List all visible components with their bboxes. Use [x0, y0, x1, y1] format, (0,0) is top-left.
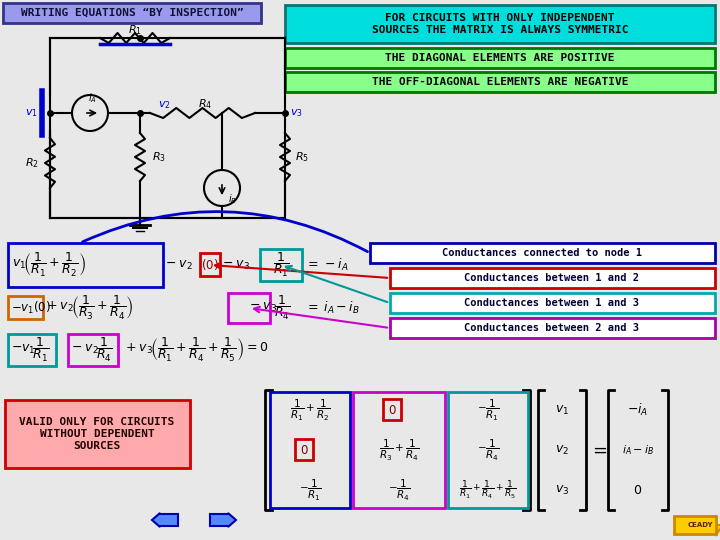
Bar: [68, 334, 118, 366]
Text: $R_1$: $R_1$: [128, 23, 142, 37]
Text: $R_2$: $R_2$: [25, 156, 39, 170]
Bar: [448, 392, 528, 508]
Text: $-i_A$: $-i_A$: [627, 402, 649, 418]
Bar: [5, 400, 190, 468]
Text: $(0)$: $(0)$: [201, 258, 219, 273]
Text: $0$: $0$: [387, 403, 396, 416]
Bar: [8, 334, 56, 366]
Text: $-v_1\!\dfrac{1}{R_1}$: $-v_1\!\dfrac{1}{R_1}$: [11, 336, 50, 364]
Bar: [3, 3, 261, 23]
Text: $-\;v_3$: $-\;v_3$: [222, 259, 250, 272]
Text: $+\;v_3\!\left(\dfrac{1}{R_1}+\dfrac{1}{R_4}+\dfrac{1}{R_5}\right)=0$: $+\;v_3\!\left(\dfrac{1}{R_1}+\dfrac{1}{…: [125, 336, 268, 364]
Bar: [390, 293, 715, 313]
FancyArrow shape: [210, 513, 236, 527]
Text: $\dfrac{1}{R_1}+\dfrac{1}{R_4}+\dfrac{1}{R_5}$: $\dfrac{1}{R_1}+\dfrac{1}{R_4}+\dfrac{1}…: [459, 479, 517, 501]
Bar: [390, 318, 715, 338]
Text: $i_A$: $i_A$: [88, 91, 97, 105]
Text: WRITING EQUATIONS “BY INSPECTION”: WRITING EQUATIONS “BY INSPECTION”: [21, 8, 243, 18]
Text: $\dfrac{1}{R_1}+\dfrac{1}{R_2}$: $\dfrac{1}{R_1}+\dfrac{1}{R_2}$: [290, 397, 330, 422]
Text: $R_3$: $R_3$: [152, 150, 166, 164]
Text: $\dfrac{1}{R_3}+\dfrac{1}{R_4}$: $\dfrac{1}{R_3}+\dfrac{1}{R_4}$: [379, 437, 419, 463]
Bar: [285, 48, 715, 68]
Text: $-\;v_2$: $-\;v_2$: [165, 259, 193, 272]
FancyArrow shape: [152, 513, 178, 527]
Text: FOR CIRCUITS WITH ONLY INDEPENDENT
SOURCES THE MATRIX IS ALWAYS SYMMETRIC: FOR CIRCUITS WITH ONLY INDEPENDENT SOURC…: [372, 13, 629, 35]
Text: $-v_1(0)$: $-v_1(0)$: [11, 300, 51, 316]
Text: $v_2$: $v_2$: [158, 99, 171, 111]
FancyArrow shape: [709, 525, 720, 535]
Text: $+\;v_2\!\left(\dfrac{1}{R_3}+\dfrac{1}{R_4}\right)$: $+\;v_2\!\left(\dfrac{1}{R_3}+\dfrac{1}{…: [46, 294, 134, 322]
Text: CEADY: CEADY: [688, 522, 714, 528]
Text: $v_1$: $v_1$: [25, 107, 38, 119]
Text: $=$: $=$: [589, 441, 607, 459]
Text: VALID ONLY FOR CIRCUITS
WITHOUT DEPENDENT
SOURCES: VALID ONLY FOR CIRCUITS WITHOUT DEPENDEN…: [19, 417, 175, 450]
Text: $0$: $0$: [300, 443, 308, 456]
Text: $i_A-i_B$: $i_A-i_B$: [622, 443, 654, 457]
Text: Conductances between 1 and 3: Conductances between 1 and 3: [464, 298, 639, 308]
Bar: [370, 243, 715, 263]
Bar: [8, 296, 43, 319]
Text: Conductances connected to node 1: Conductances connected to node 1: [442, 248, 642, 258]
Text: $=\,-i_A$: $=\,-i_A$: [305, 257, 348, 273]
Text: $-\dfrac{1}{R_4}$: $-\dfrac{1}{R_4}$: [477, 437, 500, 463]
Text: $-\;v_2\!\dfrac{1}{R_4}$: $-\;v_2\!\dfrac{1}{R_4}$: [71, 336, 113, 364]
Bar: [295, 439, 313, 460]
Bar: [674, 516, 716, 534]
Text: $0$: $0$: [634, 483, 642, 496]
Bar: [353, 392, 445, 508]
Text: $v_2$: $v_2$: [555, 443, 569, 456]
Bar: [383, 399, 401, 420]
Bar: [228, 293, 270, 323]
Bar: [285, 72, 715, 92]
Text: $v_1$: $v_1$: [555, 403, 569, 416]
Bar: [8, 243, 163, 287]
Bar: [270, 392, 350, 508]
Text: Conductances between 1 and 2: Conductances between 1 and 2: [464, 273, 639, 283]
Bar: [285, 5, 715, 43]
Text: $R_5$: $R_5$: [295, 150, 309, 164]
Bar: [260, 249, 302, 281]
Text: $v_3$: $v_3$: [290, 107, 303, 119]
Text: $\!\dfrac{1}{R_1}\!$: $\!\dfrac{1}{R_1}\!$: [273, 251, 289, 279]
Text: $-\dfrac{1}{R_1}$: $-\dfrac{1}{R_1}$: [299, 477, 321, 503]
Text: THE DIAGONAL ELEMENTS ARE POSITIVE: THE DIAGONAL ELEMENTS ARE POSITIVE: [385, 53, 615, 63]
Bar: [50, 38, 285, 218]
Bar: [390, 268, 715, 288]
Text: $=\;i_A-i_B$: $=\;i_A-i_B$: [305, 300, 360, 316]
Text: $R_4$: $R_4$: [198, 97, 212, 111]
Text: $-\dfrac{1}{R_1}$: $-\dfrac{1}{R_1}$: [477, 397, 500, 422]
Text: $v_3$: $v_3$: [555, 483, 569, 497]
Text: THE OFF-DIAGONAL ELEMENTS ARE NEGATIVE: THE OFF-DIAGONAL ELEMENTS ARE NEGATIVE: [372, 77, 629, 87]
Text: $v_1\!\left(\dfrac{1}{R_1}+\dfrac{1}{R_2}\right)$: $v_1\!\left(\dfrac{1}{R_1}+\dfrac{1}{R_2…: [12, 251, 86, 279]
Text: $i_B$: $i_B$: [228, 192, 237, 206]
Text: $-\;v_3\!\dfrac{1}{R_4}$: $-\;v_3\!\dfrac{1}{R_4}$: [249, 294, 291, 322]
Bar: [200, 253, 220, 276]
Text: Conductances between 2 and 3: Conductances between 2 and 3: [464, 323, 639, 333]
Text: $-\dfrac{1}{R_4}$: $-\dfrac{1}{R_4}$: [387, 477, 410, 503]
